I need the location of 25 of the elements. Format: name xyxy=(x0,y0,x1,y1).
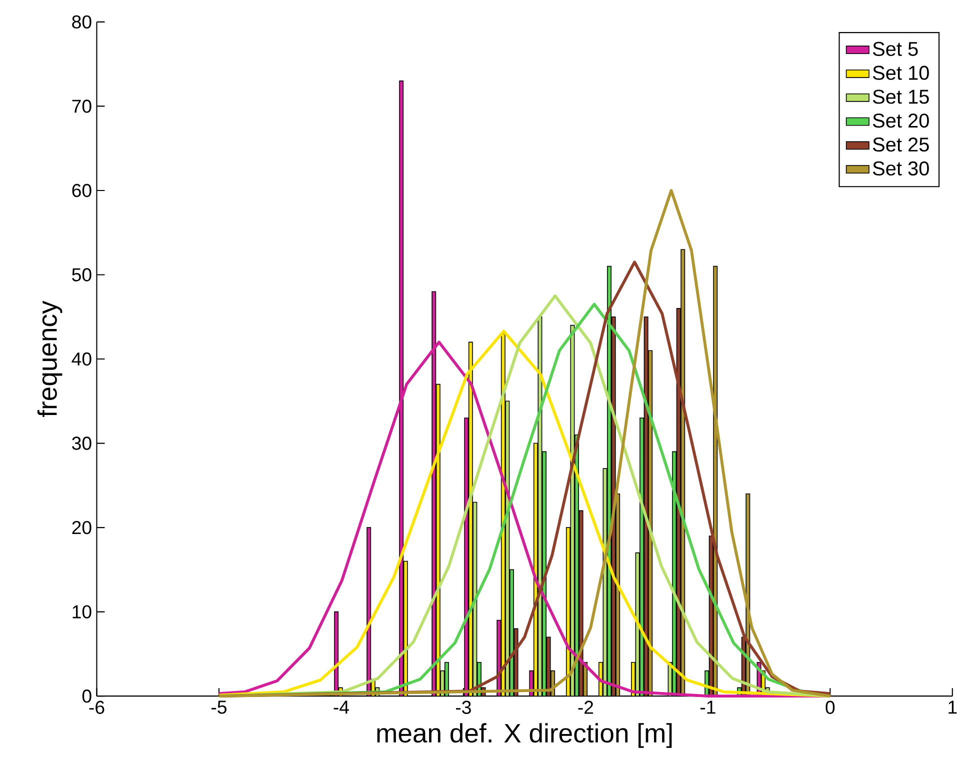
x-tick-label: -2 xyxy=(578,700,594,714)
x-tick-label: -1 xyxy=(700,700,716,714)
y-tick-label: 60 xyxy=(72,184,92,198)
y-axis-title: frequency xyxy=(37,300,62,418)
legend-label: Set 30 xyxy=(872,161,929,176)
y-tick-label: 0 xyxy=(82,690,92,703)
legend-label: Set 10 xyxy=(872,66,929,80)
y-tick-label: 40 xyxy=(72,352,92,366)
x-tick-label: -6 xyxy=(89,700,104,714)
legend-label: Set 25 xyxy=(872,138,929,152)
legend-label: Set 20 xyxy=(872,114,929,128)
legend-label: Set 5 xyxy=(872,42,918,56)
x-axis-title: mean def. X direction [m] xyxy=(377,723,672,748)
y-tick-label: 10 xyxy=(72,605,92,618)
x-tick-label: 0 xyxy=(826,700,835,714)
y-tick-label: 50 xyxy=(72,268,92,282)
y-tick-label: 30 xyxy=(72,436,92,450)
x-tick-label: -4 xyxy=(334,700,349,714)
y-tick-label: 70 xyxy=(72,100,92,113)
x-tick-label: 1 xyxy=(948,700,957,714)
y-tick-label: 20 xyxy=(72,521,92,534)
legend-label: Set 15 xyxy=(872,90,929,104)
y-tick-label: 80 xyxy=(72,15,92,29)
x-tick-label: -5 xyxy=(212,700,226,714)
x-tick-label: -3 xyxy=(456,700,471,714)
